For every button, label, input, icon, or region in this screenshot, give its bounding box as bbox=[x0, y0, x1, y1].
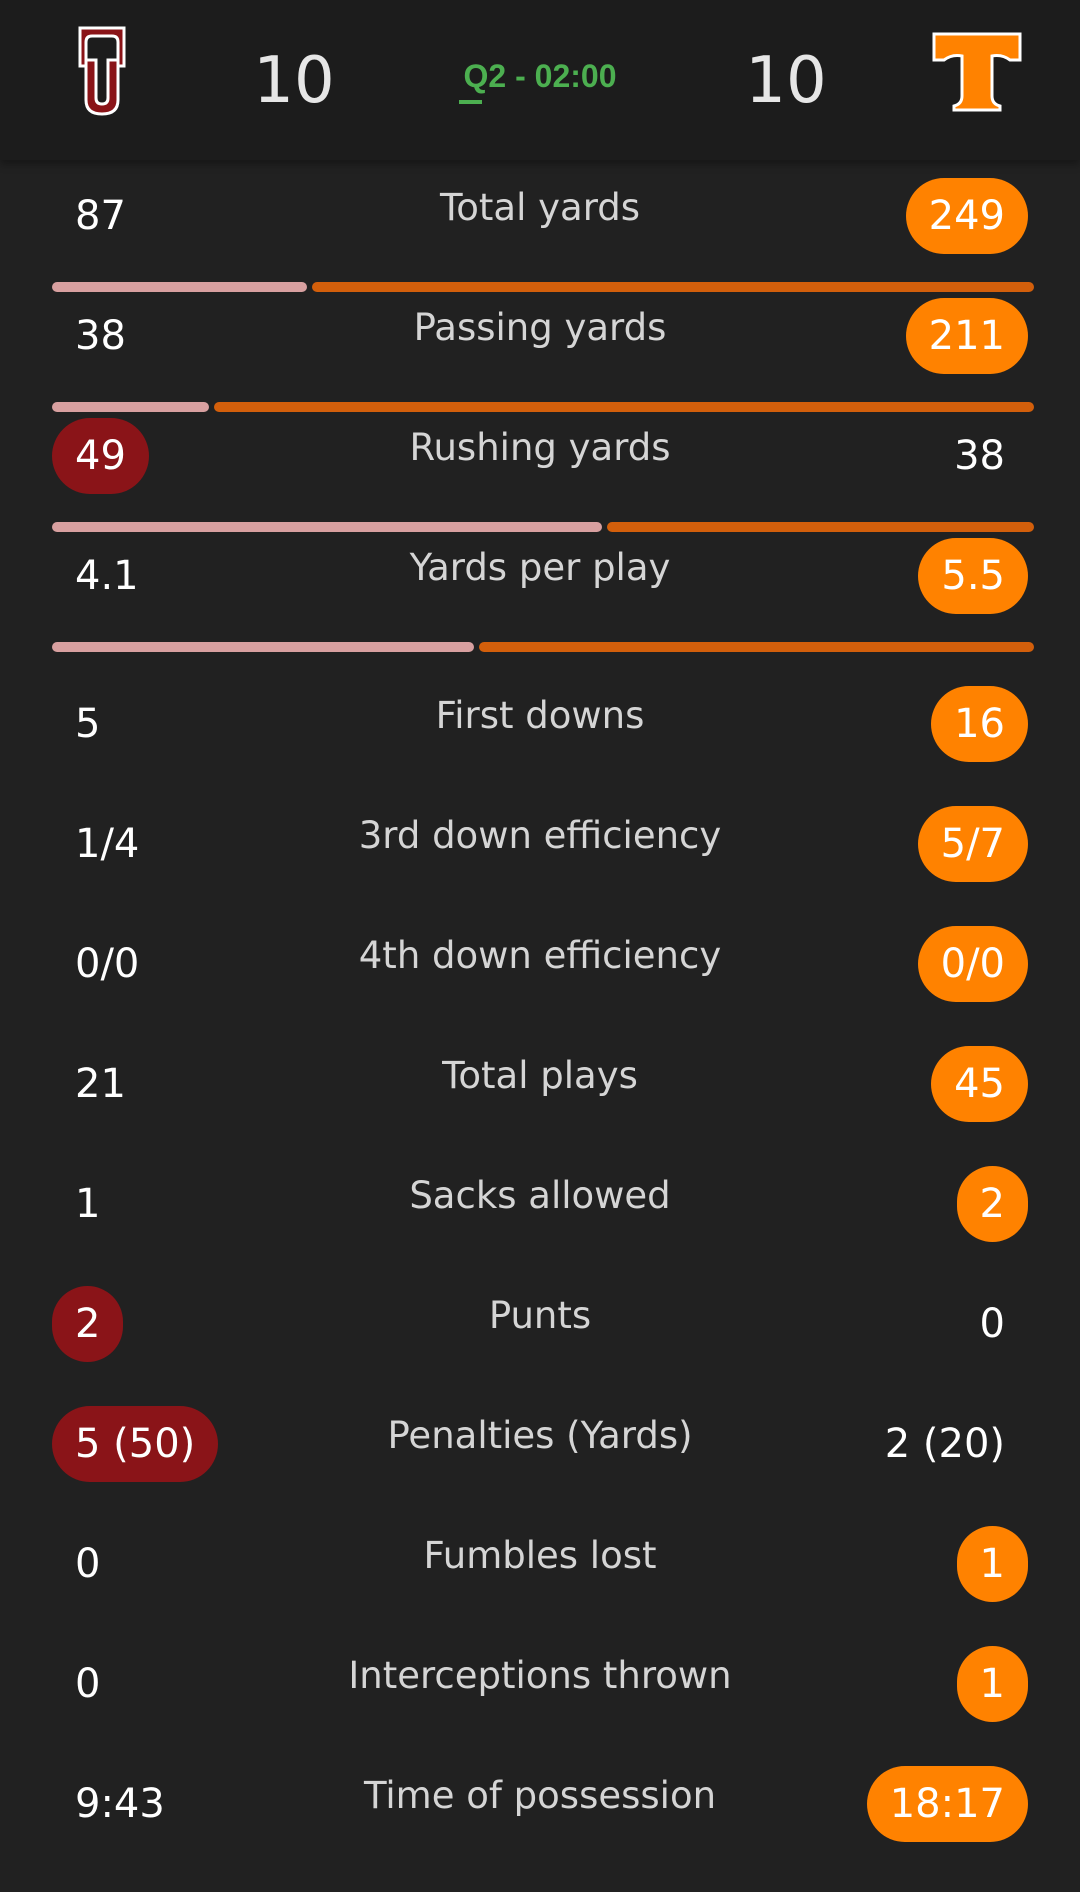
stat-label: Interceptions thrown bbox=[348, 1654, 732, 1697]
home-score: 10 bbox=[253, 44, 335, 118]
home-share-bar bbox=[52, 642, 475, 652]
scoreboard-header: 10 Q2 - 02:00 10 bbox=[0, 0, 1080, 160]
home-share-bar bbox=[52, 402, 210, 412]
stat-label: Rushing yards bbox=[409, 426, 671, 469]
clock-underline bbox=[459, 100, 482, 104]
home-stat-value: 87 bbox=[75, 193, 126, 239]
away-score: 10 bbox=[745, 44, 827, 118]
stat-row: 1 Sacks allowed 2 bbox=[0, 1148, 1080, 1244]
away-stat-value: 0 bbox=[979, 1301, 1005, 1347]
stat-comparison-bar bbox=[52, 642, 1034, 652]
stat-label: Fumbles lost bbox=[423, 1534, 657, 1577]
home-stat-value: 4.1 bbox=[75, 553, 139, 599]
stat-row: 87 Total yards 249 bbox=[0, 160, 1080, 256]
away-stat-value: 2 (20) bbox=[884, 1421, 1005, 1467]
game-clock: Q2 - 02:00 bbox=[463, 58, 617, 94]
away-share-bar bbox=[479, 642, 1034, 652]
stat-row: 0 Interceptions thrown 1 bbox=[0, 1628, 1080, 1724]
stat-label: Passing yards bbox=[413, 306, 667, 349]
stat-label: Time of possession bbox=[363, 1774, 717, 1817]
home-stat-value: 0 bbox=[75, 1661, 101, 1707]
stat-row: 49 Rushing yards 38 bbox=[0, 400, 1080, 496]
stat-label: Total plays bbox=[442, 1054, 638, 1097]
away-stat-value: 16 bbox=[931, 686, 1028, 762]
home-stat-value: 49 bbox=[52, 418, 149, 494]
away-stat-value: 1 bbox=[956, 1646, 1028, 1722]
away-stat-value: 249 bbox=[905, 178, 1028, 254]
home-stat-value: 5 bbox=[75, 701, 101, 747]
stat-label: Yards per play bbox=[409, 546, 671, 589]
home-stat-value: 38 bbox=[75, 313, 126, 359]
away-stat-value: 38 bbox=[954, 433, 1005, 479]
stat-row: 5 First downs 16 bbox=[0, 668, 1080, 764]
stat-label: Total yards bbox=[439, 186, 641, 229]
away-stat-value: 45 bbox=[931, 1046, 1028, 1122]
stat-row: 5 (50) Penalties (Yards) 2 (20) bbox=[0, 1388, 1080, 1484]
stat-row: 9:43 Time of possession 18:17 bbox=[0, 1748, 1080, 1844]
away-share-bar bbox=[312, 282, 1034, 292]
away-stat-value: 2 bbox=[956, 1166, 1028, 1242]
stat-label: Punts bbox=[488, 1294, 592, 1337]
home-stat-value: 5 (50) bbox=[52, 1406, 219, 1482]
home-share-bar bbox=[52, 282, 308, 292]
away-share-bar bbox=[214, 402, 1034, 412]
stat-label: Sacks allowed bbox=[409, 1174, 671, 1217]
home-stat-value: 0 bbox=[75, 1541, 101, 1587]
stat-comparison-bar bbox=[52, 522, 1034, 532]
tennessee-logo-icon bbox=[932, 32, 1022, 112]
stat-row: 38 Passing yards 211 bbox=[0, 280, 1080, 376]
home-stat-value: 0/0 bbox=[75, 941, 140, 987]
away-stat-value: 0/0 bbox=[917, 926, 1028, 1002]
stat-comparison-bar bbox=[52, 282, 1034, 292]
home-stat-value: 1/4 bbox=[75, 821, 140, 867]
stat-row: 21 Total plays 45 bbox=[0, 1028, 1080, 1124]
stat-label: 4th down efficiency bbox=[358, 934, 722, 977]
home-stat-value: 21 bbox=[75, 1061, 126, 1107]
away-stat-value: 5/7 bbox=[917, 806, 1028, 882]
stat-label: First downs bbox=[435, 694, 645, 737]
away-stat-value: 211 bbox=[905, 298, 1028, 374]
away-stat-value: 1 bbox=[956, 1526, 1028, 1602]
stat-label: Penalties (Yards) bbox=[387, 1414, 693, 1457]
stat-row: 1/4 3rd down efficiency 5/7 bbox=[0, 788, 1080, 884]
home-stat-value: 1 bbox=[75, 1181, 101, 1227]
home-share-bar bbox=[52, 522, 602, 532]
stat-label: 3rd down efficiency bbox=[358, 814, 722, 857]
stat-row: 0 Fumbles lost 1 bbox=[0, 1508, 1080, 1604]
stat-comparison-bar bbox=[52, 402, 1034, 412]
stat-row: 0/0 4th down efficiency 0/0 bbox=[0, 908, 1080, 1004]
oklahoma-logo-icon bbox=[78, 26, 126, 116]
home-stat-value: 2 bbox=[52, 1286, 124, 1362]
stat-row: 4.1 Yards per play 5.5 bbox=[0, 520, 1080, 616]
away-share-bar bbox=[606, 522, 1034, 532]
home-stat-value: 9:43 bbox=[75, 1781, 165, 1827]
stat-row: 2 Punts 0 bbox=[0, 1268, 1080, 1364]
away-stat-value: 5.5 bbox=[918, 538, 1028, 614]
away-stat-value: 18:17 bbox=[866, 1766, 1028, 1842]
